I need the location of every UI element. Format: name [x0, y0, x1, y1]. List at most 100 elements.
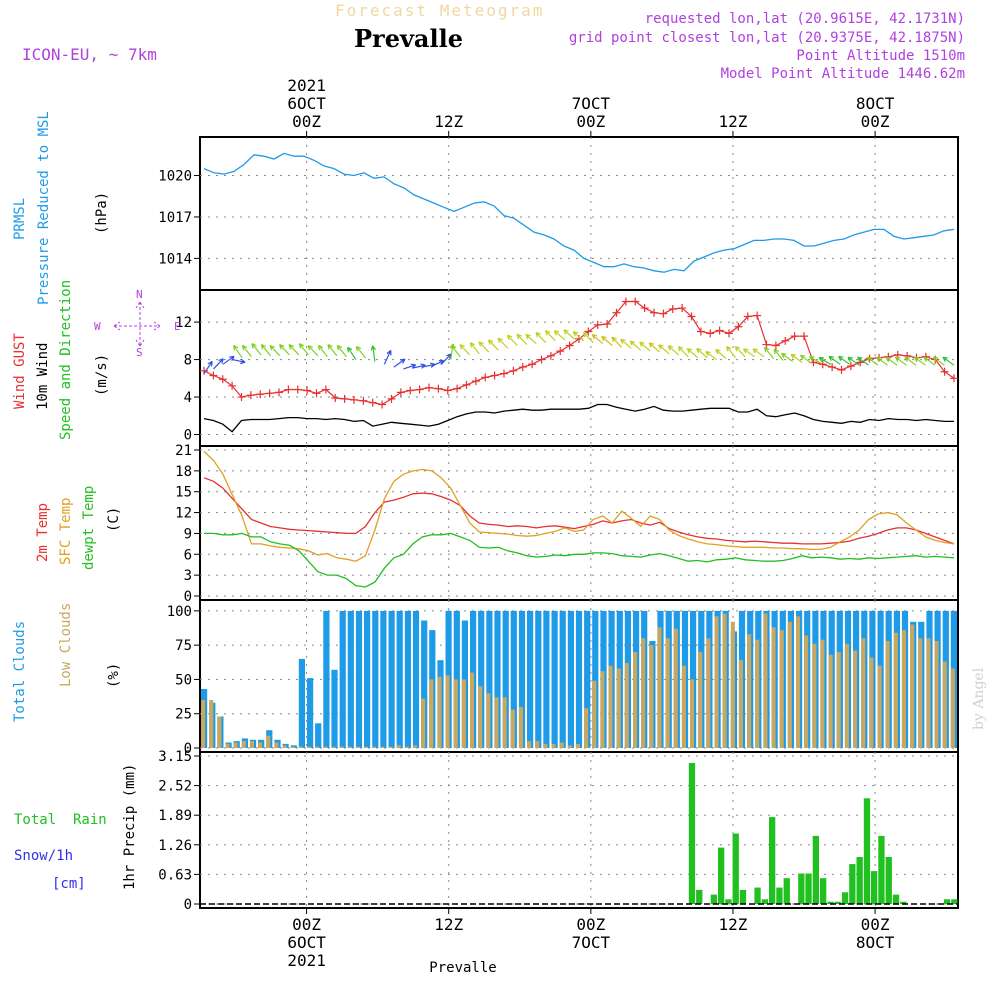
low-cloud-bar [502, 697, 507, 748]
top-time-label: 12Z [434, 112, 463, 131]
rain-bar [761, 899, 768, 904]
wind-direction-arrow [553, 330, 566, 341]
total-cloud-bar [380, 610, 387, 748]
total-cloud-bar [396, 610, 403, 748]
gust-marker [368, 398, 377, 407]
ytick-label-precipitation: 1.89 [158, 808, 192, 824]
gust-marker [696, 327, 705, 336]
low-cloud-bar [510, 709, 515, 748]
low-cloud-bar [535, 741, 540, 748]
wind-speed-line [203, 403, 954, 433]
low-cloud-bar [836, 652, 841, 748]
gust-marker [828, 363, 837, 372]
gust-marker [650, 308, 658, 317]
gust-marker [537, 355, 546, 364]
low-cloud-bar [934, 641, 939, 748]
total-cloud-bar [323, 610, 330, 748]
wind-direction-arrow [459, 344, 471, 356]
footer-location: Prevalle [429, 960, 496, 976]
low-cloud-bar [282, 745, 287, 748]
low-cloud-bar [315, 746, 320, 748]
wind-direction-arrow [601, 335, 613, 346]
low-cloud-bar [298, 746, 303, 748]
wind-direction-arrow [450, 344, 461, 358]
low-cloud-bar [429, 679, 434, 748]
wind-direction-arrow [317, 344, 328, 358]
gust-marker [434, 384, 443, 393]
bottom-time-label: 12Z [434, 915, 463, 934]
rain-bar [688, 763, 696, 904]
total-cloud-bar [364, 610, 371, 748]
low-cloud-bar [575, 743, 580, 748]
gust-marker [565, 341, 574, 350]
total-cloud-bar [412, 610, 420, 748]
low-cloud-bar [828, 654, 833, 748]
low-cloud-bar [567, 745, 572, 748]
total-cloud-bar [307, 678, 314, 748]
wind-compass: N S W E [94, 288, 181, 359]
rain-bar [769, 817, 776, 904]
wind-direction-arrow [764, 346, 775, 359]
ytick-label-clouds: 25 [175, 707, 192, 723]
compass-e: E [174, 320, 181, 333]
gust-marker [678, 304, 687, 313]
low-cloud-bar [616, 668, 621, 748]
low-cloud-bar [738, 660, 743, 748]
ytick-label-wind: 8 [184, 353, 192, 369]
low-cloud-bar [681, 665, 686, 748]
low-cloud-bar [877, 665, 882, 748]
low-cloud-bar [706, 638, 711, 748]
pressure-line [203, 152, 955, 273]
low-cloud-bar [910, 624, 915, 748]
wind-direction-arrow [383, 349, 392, 365]
total-cloud-bar [372, 610, 379, 748]
total-cloud-bar [315, 723, 322, 748]
wind-direction-arrow [269, 344, 281, 357]
total-cloud-bar [575, 610, 583, 748]
gust-marker [753, 311, 762, 320]
total-cloud-bar [584, 610, 591, 748]
gust-marker [921, 352, 930, 361]
rain-bar [696, 889, 703, 904]
low-cloud-bar [453, 679, 458, 748]
wind-direction-arrow [686, 347, 699, 359]
wind-direction-arrow [506, 334, 518, 346]
label-1hr-precip: 1hr Precip (mm) [122, 764, 138, 890]
gust-marker [415, 385, 424, 394]
gust-marker [509, 366, 518, 375]
gust-marker [350, 395, 358, 404]
wind-direction-arrow [913, 356, 926, 366]
ytick-label-precipitation: 0 [184, 897, 192, 913]
wind-direction-arrow [856, 356, 869, 366]
low-cloud-bar [763, 613, 768, 748]
wind-direction-arrow [639, 341, 651, 352]
top-time-label: 00Z [861, 112, 890, 131]
ytick-label-clouds: 50 [175, 672, 192, 688]
gust-marker [293, 385, 302, 394]
wind-direction-arrow [847, 356, 860, 366]
wind-direction-arrow [279, 344, 290, 356]
gust-marker [453, 384, 462, 393]
wind-direction-arrow [260, 343, 271, 357]
wind-direction-arrow [904, 356, 917, 366]
gust-marker [340, 394, 349, 403]
wind-direction-arrow [572, 331, 585, 342]
wind-direction-arrow [809, 356, 822, 364]
wind-direction-arrow [544, 330, 556, 342]
low-cloud-bar [258, 742, 263, 748]
total-cloud-bar [510, 610, 517, 748]
total-cloud-bar [298, 658, 305, 748]
total-cloud-bar [404, 610, 411, 748]
total-cloud-bar [355, 610, 363, 748]
wind-direction-arrow [942, 356, 955, 366]
total-cloud-bar [339, 610, 346, 748]
wind-direction-arrow [648, 342, 661, 353]
total-cloud-bar [551, 610, 558, 748]
wind-direction-arrow [393, 358, 406, 368]
wind-direction-arrow [233, 344, 243, 359]
wind-direction-arrow [232, 358, 246, 365]
low-cloud-bar [950, 668, 955, 748]
wind-direction-arrow [837, 355, 850, 365]
gust-marker [781, 336, 790, 345]
